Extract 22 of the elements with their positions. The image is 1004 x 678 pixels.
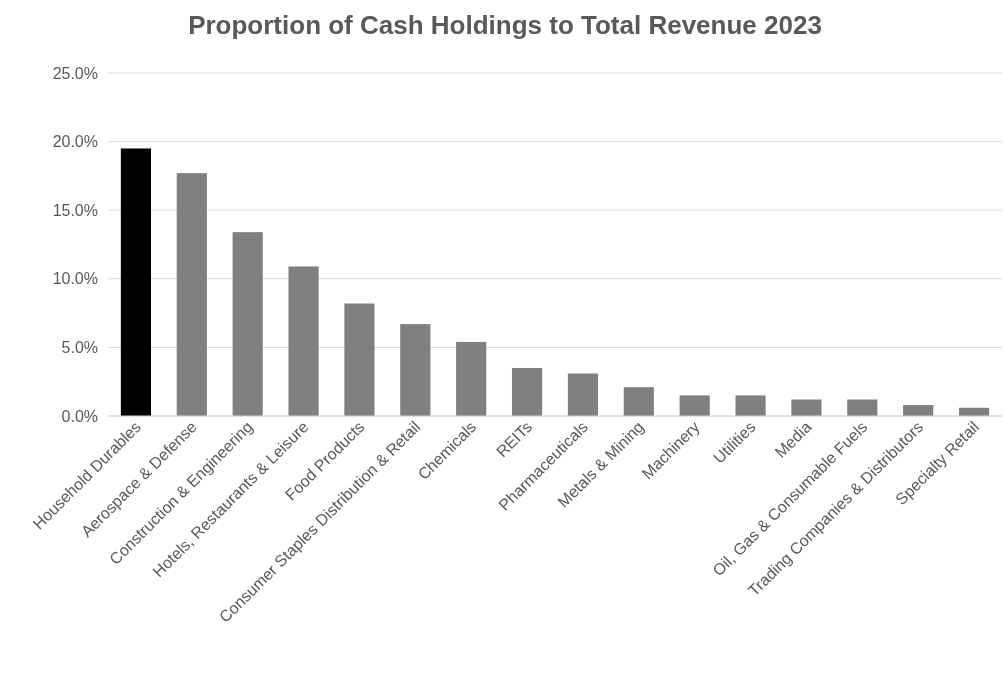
bar: [400, 324, 431, 416]
bar: [288, 266, 319, 416]
bar: [176, 173, 207, 416]
bar: [903, 405, 934, 416]
y-tick-label: 10.0%: [52, 270, 98, 288]
bar: [456, 341, 487, 416]
bar: [344, 303, 375, 416]
bar: [511, 367, 543, 416]
bar: [623, 387, 654, 416]
y-tick-label: 20.0%: [52, 133, 98, 151]
y-tick-label: 25.0%: [52, 64, 98, 82]
chart-title: Proportion of Cash Holdings to Total Revenue 2023: [188, 10, 822, 40]
y-tick-label: 5.0%: [61, 339, 98, 356]
bar: [679, 395, 710, 416]
bar: [735, 395, 766, 416]
bar: [120, 148, 152, 416]
bar: [567, 373, 599, 416]
bar: [232, 232, 263, 416]
y-tick-label: 15.0%: [52, 201, 98, 219]
bar: [791, 399, 822, 416]
y-tick-label: 0.0%: [61, 407, 98, 425]
bar: [847, 399, 878, 416]
